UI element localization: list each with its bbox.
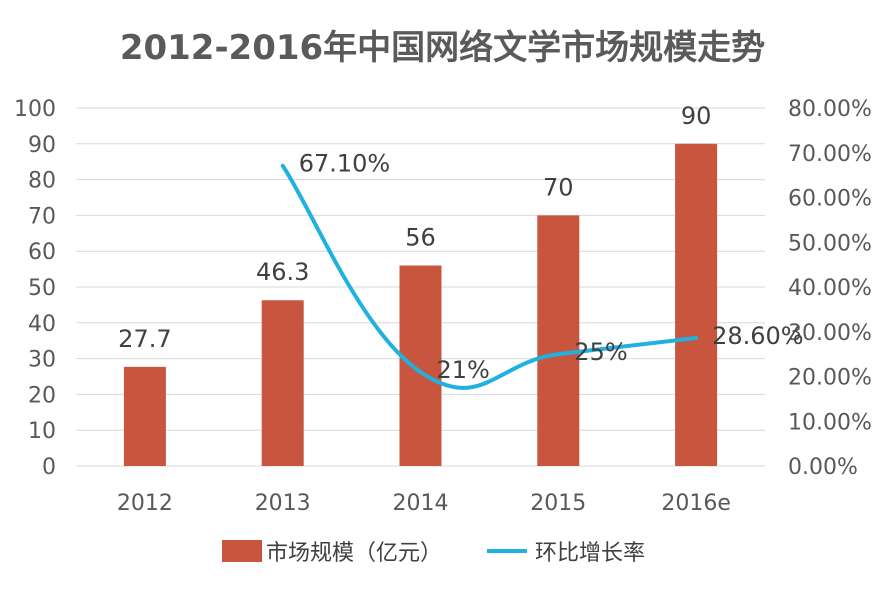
chart-plot: 0 10 20 30 40 50 60 70 80 90 100 0.00% 10.00% 20.00%…	[14, 97, 872, 516]
x-tick-label: 2015	[530, 491, 586, 516]
left-tick-label: 20	[28, 383, 56, 408]
left-tick-label: 80	[28, 169, 56, 194]
right-tick-label: 20.00%	[788, 366, 872, 391]
right-axis-ticks: 0.00% 10.00% 20.00% 30.00% 40.00% 50.00% 60.00…	[788, 97, 872, 480]
bar	[537, 215, 580, 466]
line-series	[280, 163, 699, 390]
legend-swatch-line	[487, 549, 527, 553]
legend-item-bar: 市场规模（亿元）	[222, 535, 442, 567]
right-tick-label: 80.00%	[788, 97, 872, 122]
chart-title: 2012-2016年中国网络文学市场规模走势	[119, 28, 766, 68]
legend-item-line: 环比增长率	[487, 535, 645, 567]
bar-data-label: 90	[681, 102, 712, 130]
bar-data-label: 70	[543, 173, 574, 201]
line-data-labels: 67.10% 21% 25% 28.60%	[299, 150, 804, 384]
legend-label-bar: 市场规模（亿元）	[266, 541, 443, 566]
bar-data-label: 56	[405, 224, 436, 252]
bar	[123, 366, 166, 466]
right-tick-label: 60.00%	[788, 187, 872, 212]
x-tick-label: 2012	[117, 491, 173, 516]
line-data-label: 21%	[437, 356, 490, 384]
left-tick-label: 90	[28, 133, 56, 158]
bar-series	[123, 143, 718, 467]
left-tick-label: 100	[14, 97, 56, 122]
left-tick-label: 60	[28, 240, 56, 265]
bar	[261, 300, 304, 466]
bar-data-labels: 27.7 46.3 56 70 90	[118, 102, 711, 353]
right-tick-label: 40.00%	[788, 276, 872, 301]
right-tick-label: 50.00%	[788, 231, 872, 256]
right-tick-label: 0.00%	[788, 455, 858, 480]
x-axis-ticks: 2012 2013 2014 2015 2016e	[117, 491, 731, 516]
line-data-label: 25%	[574, 338, 627, 366]
left-tick-label: 10	[28, 419, 56, 444]
left-tick-label: 50	[28, 276, 56, 301]
bar-data-label: 27.7	[118, 325, 171, 353]
bar	[675, 143, 718, 467]
left-tick-label: 70	[28, 204, 56, 229]
right-tick-label: 30.00%	[788, 321, 872, 346]
legend-swatch-bar	[222, 540, 262, 562]
growth-rate-line	[280, 163, 699, 390]
right-tick-label: 10.00%	[788, 410, 872, 435]
bar-data-label: 46.3	[256, 258, 309, 286]
x-tick-label: 2014	[393, 491, 449, 516]
line-data-label: 28.60%	[712, 322, 804, 350]
left-tick-label: 0	[42, 455, 56, 480]
left-axis-ticks: 0 10 20 30 40 50 60 70 80 90 100	[14, 97, 56, 480]
left-tick-label: 40	[28, 312, 56, 337]
x-tick-label: 2013	[255, 491, 311, 516]
line-data-label: 67.10%	[299, 150, 391, 178]
right-tick-label: 70.00%	[788, 142, 872, 167]
legend: 市场规模（亿元） 环比增长率	[0, 535, 885, 575]
left-tick-label: 30	[28, 348, 56, 373]
legend-label-line: 环比增长率	[535, 541, 646, 566]
x-tick-label: 2016e	[661, 491, 731, 516]
bar	[399, 265, 442, 466]
